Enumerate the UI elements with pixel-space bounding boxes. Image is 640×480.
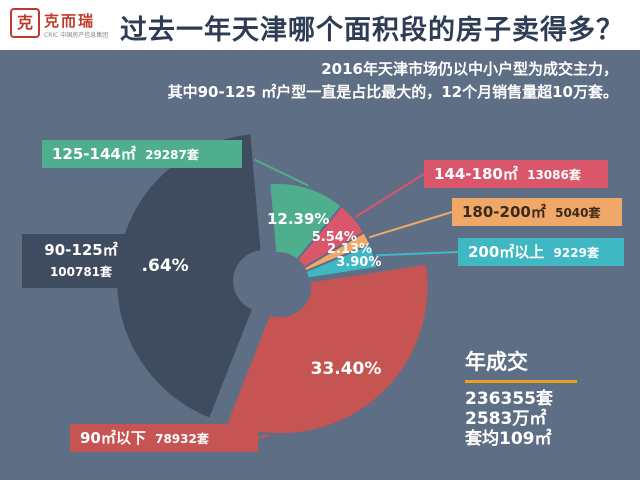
callout-under-90: 90㎡以下 78932套 bbox=[70, 424, 258, 452]
percent-label: 33.40% bbox=[311, 359, 382, 379]
callout-144-180: 144-180㎡ 13086套 bbox=[424, 160, 608, 188]
annual-summary: 年成交 236355套 2583万㎡ 套均109㎡ bbox=[465, 348, 577, 449]
callout-count: 9229套 bbox=[553, 246, 599, 260]
logo-subtitle: CRIC 中国房产信息集团 bbox=[44, 32, 109, 39]
callout-90-125: 90-125㎡ 100781套 bbox=[22, 234, 140, 288]
callout-180-200: 180-200㎡ 5040套 bbox=[452, 198, 622, 226]
annual-heading: 年成交 bbox=[465, 350, 528, 374]
donut-slices bbox=[115, 132, 430, 436]
percent-label: 2.13% bbox=[327, 242, 372, 257]
callout-category: 125-144㎡ bbox=[52, 145, 136, 163]
callout-200-plus: 200㎡以上 9229套 bbox=[458, 238, 624, 266]
callout-connector bbox=[355, 173, 425, 218]
callout-connector bbox=[376, 251, 459, 257]
callout-count: 100781套 bbox=[49, 265, 113, 279]
subtitle-line-1: 2016年天津市场仍以中小户型为成交主力， bbox=[321, 60, 618, 78]
donut-slice bbox=[224, 262, 430, 436]
callout-category: 144-180㎡ bbox=[434, 165, 518, 183]
callout-connector bbox=[368, 211, 453, 239]
percent-label: 3.90% bbox=[336, 255, 381, 270]
chart-subtitle: 2016年天津市场仍以中小户型为成交主力， 其中90-125 ㎡户型一直是占比最… bbox=[168, 58, 618, 104]
logo-seal-icon: 克 bbox=[10, 8, 40, 38]
page-title: 过去一年天津哪个面积段的房子卖得多？ bbox=[120, 15, 624, 46]
annual-avg-size: 套均109㎡ bbox=[465, 429, 552, 449]
callout-category: 200㎡以上 bbox=[468, 243, 545, 261]
callout-count: 5040套 bbox=[555, 206, 601, 220]
percent-label: 12.39% bbox=[267, 210, 329, 228]
subtitle-line-2: 其中90-125 ㎡户型一直是占比最大的，12个月销售量超10万套。 bbox=[167, 83, 618, 101]
annual-units-sold: 236355套 bbox=[465, 389, 553, 409]
callout-category: 90-125㎡ bbox=[44, 241, 118, 259]
annual-divider bbox=[465, 380, 577, 383]
callout-category: 90㎡以下 bbox=[80, 429, 146, 447]
annual-area: 2583万㎡ bbox=[465, 409, 547, 429]
callout-count: 29287套 bbox=[145, 148, 199, 162]
callout-count: 78932套 bbox=[155, 432, 209, 446]
logo-name: 克而瑞 bbox=[44, 12, 96, 30]
percent-label: 5.54% bbox=[312, 230, 357, 245]
donut-slice bbox=[304, 242, 378, 280]
callout-count: 13086套 bbox=[527, 168, 581, 182]
callout-125-144: 125-144㎡ 29287套 bbox=[42, 140, 242, 168]
header-bar: 克 克而瑞 CRIC 中国房产信息集团 过去一年天津哪个面积段的房子卖得多？ bbox=[0, 0, 640, 50]
callout-category: 180-200㎡ bbox=[462, 203, 546, 221]
company-logo: 克 克而瑞 CRIC 中国房产信息集团 bbox=[10, 8, 109, 42]
